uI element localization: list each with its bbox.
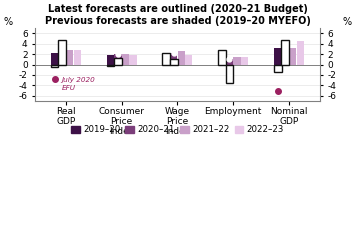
Bar [218, 55, 225, 65]
Bar [59, 40, 66, 65]
Bar [73, 50, 81, 65]
Bar [218, 50, 226, 65]
Bar [274, 65, 282, 72]
Bar [297, 41, 304, 65]
Bar [130, 55, 137, 65]
Bar [185, 55, 192, 65]
Bar [66, 50, 73, 65]
Bar [107, 55, 114, 65]
Bar [170, 53, 178, 65]
Bar [233, 57, 241, 65]
Bar [162, 53, 170, 65]
Bar [51, 65, 59, 67]
Bar [274, 47, 282, 65]
Bar [170, 59, 178, 65]
Legend: 2019–20, 2020–21, 2021–22, 2022–23: 2019–20, 2020–21, 2021–22, 2022–23 [67, 122, 288, 138]
Bar [163, 54, 170, 65]
Text: %: % [4, 17, 12, 27]
Bar [114, 54, 122, 65]
Text: %: % [343, 17, 351, 27]
Text: July 2020
EFU: July 2020 EFU [61, 77, 95, 91]
Bar [178, 52, 185, 65]
Bar [226, 65, 233, 83]
Bar [282, 55, 289, 65]
Bar [51, 53, 58, 65]
Bar [122, 54, 129, 65]
Bar [59, 50, 66, 65]
Bar [282, 40, 289, 65]
Bar [241, 57, 248, 65]
Bar [114, 58, 122, 65]
Bar [226, 59, 233, 65]
Title: Latest forecasts are outlined (2020–21 Budget)
Previous forecasts are shaded (20: Latest forecasts are outlined (2020–21 B… [45, 4, 310, 26]
Bar [289, 47, 296, 65]
